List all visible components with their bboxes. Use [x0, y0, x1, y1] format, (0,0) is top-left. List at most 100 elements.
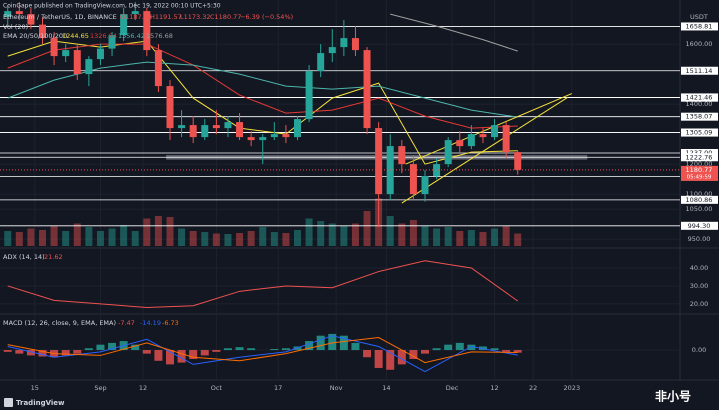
histogram-bar — [502, 350, 511, 352]
histogram-bar — [339, 335, 348, 351]
candle-body — [236, 122, 244, 138]
histogram-bar — [351, 342, 360, 351]
x-tick-label: 15 — [31, 384, 39, 392]
histogram-bar — [409, 350, 418, 360]
candle-body — [108, 35, 116, 49]
candle-body — [317, 53, 325, 72]
x-tick-label: Sep — [94, 384, 106, 392]
candle-body — [224, 122, 232, 129]
volume-bar — [317, 221, 325, 246]
candle-body — [282, 134, 290, 138]
histogram-bar — [270, 348, 279, 351]
volume-bar — [502, 226, 510, 246]
candle-body — [39, 24, 46, 39]
pane-value: -6.73 — [162, 319, 179, 327]
candle-body — [351, 38, 359, 51]
level-label: 1511.14 — [686, 67, 713, 75]
histogram-bar — [26, 350, 35, 356]
histogram-bar — [84, 348, 93, 351]
pane-value: 21.62 — [44, 253, 63, 261]
histogram-bar — [247, 348, 256, 351]
countdown: 05:49:59 — [687, 174, 712, 180]
volume-bar — [328, 223, 336, 246]
level-label-box — [681, 153, 718, 162]
level-label-box — [681, 149, 718, 157]
histogram-bar — [212, 350, 221, 352]
candle-body — [398, 146, 406, 165]
overlay: CoinGape published on TradingView.com, D… — [3, 3, 708, 407]
publisher: CoinGape published on TradingView.com, D… — [3, 3, 221, 10]
candle-body — [270, 134, 278, 138]
volume-bar — [386, 216, 394, 246]
histogram-bar — [166, 350, 174, 365]
level-label-box — [681, 22, 718, 31]
candle-body — [514, 152, 522, 170]
level-label: 1305.09 — [686, 129, 713, 137]
candle-body — [259, 137, 267, 141]
x-tick-label: 12 — [490, 384, 498, 392]
level-label-box — [681, 128, 718, 137]
volume-bar — [27, 228, 35, 246]
macd-line — [7, 336, 518, 364]
pane-value: -14.19 — [140, 319, 161, 327]
watermark: 非小号 — [655, 389, 691, 404]
currency: USDT — [690, 13, 708, 21]
volume-bar — [270, 232, 278, 246]
volume-bar — [120, 225, 128, 246]
histogram-bar — [374, 350, 383, 368]
level-label: 1358.07 — [686, 113, 713, 121]
x-tick-label: Nov — [330, 384, 343, 392]
y-tick-label: 950.00 — [688, 235, 711, 243]
candle-body — [479, 134, 487, 138]
candle-body — [85, 59, 93, 75]
volume-bar — [154, 216, 162, 246]
adx-line — [7, 260, 519, 309]
candle-body — [409, 164, 417, 195]
candle-body — [305, 71, 313, 120]
quote: L1173.32 — [180, 13, 211, 21]
volume-bar — [178, 228, 186, 246]
candle-body — [178, 125, 186, 129]
volume-bar — [15, 232, 23, 246]
ema-value: 1356.42 — [118, 32, 145, 40]
ema-line — [7, 43, 518, 129]
histogram-bar — [61, 350, 70, 356]
volume-bar — [247, 231, 255, 246]
candle-body — [73, 50, 81, 75]
volume-bar — [73, 223, 81, 246]
x-tick-label: Dec — [446, 384, 459, 392]
trendline — [401, 96, 569, 204]
y-tick-label: 20.00 — [690, 300, 709, 308]
histogram-bar — [154, 350, 163, 361]
ema-value: 1326.84 — [90, 32, 117, 40]
ema-value: 1244.65 — [62, 32, 89, 40]
candle-body — [456, 140, 464, 147]
level-label: 1080.86 — [686, 196, 713, 204]
candle-body — [189, 125, 197, 138]
histogram-bar — [363, 350, 372, 358]
volume-bar — [456, 231, 464, 246]
quote: C1180.77 — [210, 13, 241, 21]
candle-body — [120, 14, 128, 36]
histogram-bar — [444, 344, 453, 351]
histogram-bar — [189, 350, 198, 360]
chart-title: Ethereum / TetherUS, 1D, BINANCE — [3, 13, 117, 21]
candle-body — [363, 50, 371, 129]
last-price-label: 1180.77 — [686, 166, 713, 174]
trendline — [405, 93, 573, 165]
y-tick-label: 1200.00 — [686, 160, 713, 168]
candle-body — [27, 14, 35, 25]
x-tick-label: 14 — [382, 384, 390, 392]
histogram-bar — [96, 344, 105, 351]
x-tick-label: 2023 — [564, 384, 581, 392]
candle-body — [212, 125, 220, 129]
x-tick-label: 22 — [529, 384, 537, 392]
ema-line — [7, 40, 518, 165]
histogram-bar — [73, 350, 82, 354]
volume-bar — [50, 226, 58, 246]
candle-body — [247, 137, 255, 141]
histogram-bar — [316, 335, 325, 351]
candle-body — [166, 86, 174, 129]
x-tick-label: Oct — [211, 384, 223, 392]
